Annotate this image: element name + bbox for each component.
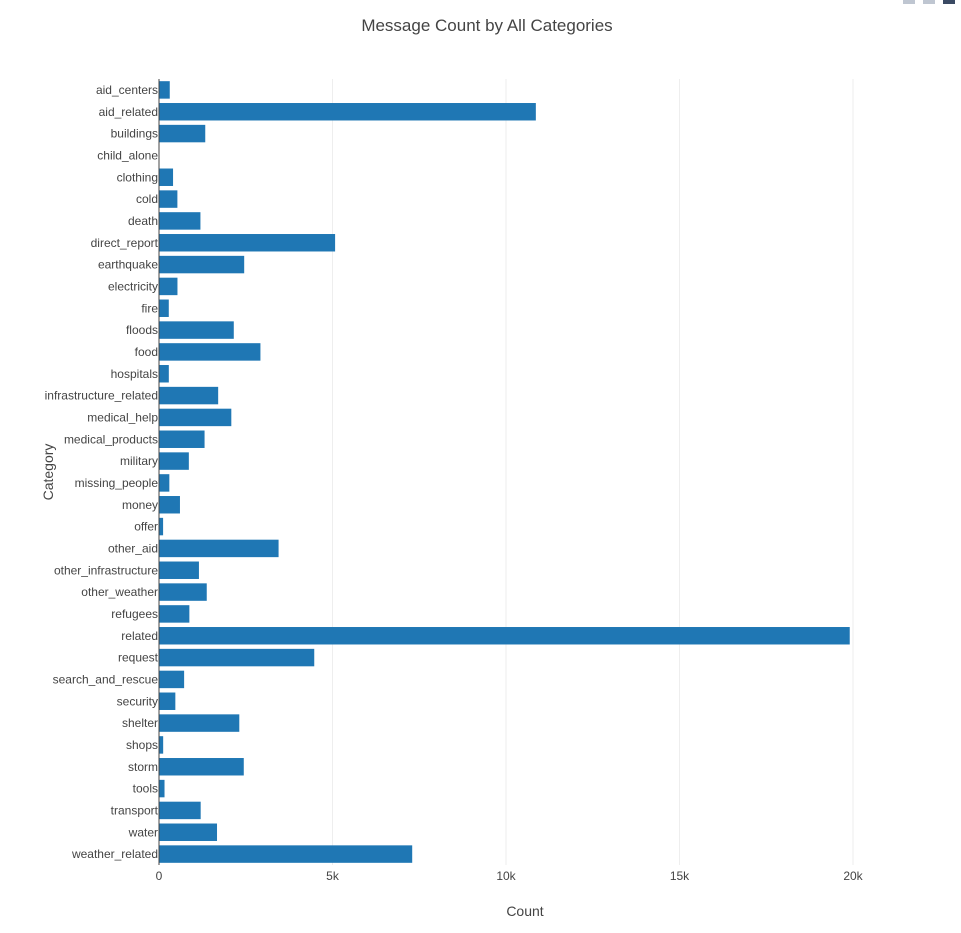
bar-related[interactable] <box>159 627 850 645</box>
x-tick-label: 10k <box>496 869 516 883</box>
x-tick-label: 5k <box>326 869 340 883</box>
bar-clothing[interactable] <box>159 168 174 186</box>
y-tick-label: aid_related <box>99 105 158 119</box>
y-tick-label: floods <box>126 323 158 337</box>
bar-electricity[interactable] <box>159 277 178 296</box>
bar-military[interactable] <box>159 452 189 470</box>
bar-cold[interactable] <box>159 190 178 208</box>
bar-aid-related[interactable] <box>159 103 536 121</box>
y-tick-label: request <box>118 651 159 665</box>
x-tick-labels: 0 5k 10k 15k 20k <box>156 869 864 883</box>
y-tick-label: direct_report <box>91 236 159 250</box>
y-tick-label: death <box>128 214 158 228</box>
bar-death[interactable] <box>159 212 201 230</box>
y-tick-label: weather_related <box>71 847 158 861</box>
x-tick-label: 15k <box>670 869 690 883</box>
bar-water[interactable] <box>159 823 218 841</box>
y-axis-title: Category <box>40 444 56 501</box>
y-tick-label: money <box>122 498 158 512</box>
y-tick-label: cold <box>136 192 158 206</box>
bar-floods[interactable] <box>159 321 234 339</box>
y-tick-label: other_infrastructure <box>54 563 158 577</box>
chart-title: Message Count by All Categories <box>361 16 612 35</box>
y-tick-label: hospitals <box>111 367 158 381</box>
y-tick-label: missing_people <box>75 476 159 490</box>
bar-other-weather[interactable] <box>159 583 207 601</box>
y-tick-label: related <box>121 629 158 643</box>
bar-offer[interactable] <box>159 517 164 536</box>
bar-security[interactable] <box>159 692 176 710</box>
bar-refugees[interactable] <box>159 605 190 623</box>
y-tick-label: offer <box>134 520 158 534</box>
x-axis-title: Count <box>506 903 543 919</box>
bar-storm[interactable] <box>159 758 244 776</box>
bars <box>159 81 850 863</box>
bar-weather-related[interactable] <box>159 845 413 863</box>
y-tick-label: earthquake <box>98 258 158 272</box>
bar-medical-help[interactable] <box>159 408 232 427</box>
plotly-logo-icon[interactable] <box>943 0 955 4</box>
bar-fire[interactable] <box>159 299 169 317</box>
y-tick-label: medical_help <box>87 410 158 424</box>
bar-other-infrastructure[interactable] <box>159 561 199 579</box>
y-tick-label: fire <box>141 301 158 315</box>
bar-shelter[interactable] <box>159 714 240 732</box>
bar-tools[interactable] <box>159 779 165 798</box>
bar-shops[interactable] <box>159 736 164 754</box>
bar-money[interactable] <box>159 496 180 514</box>
y-tick-label: search_and_rescue <box>53 672 159 686</box>
bar-medical-products[interactable] <box>159 430 205 448</box>
y-tick-label: transport <box>111 803 159 817</box>
y-tick-label: water <box>128 825 158 839</box>
bar-earthquake[interactable] <box>159 255 245 274</box>
y-tick-label: other_aid <box>108 541 158 555</box>
y-tick-label: security <box>117 694 158 708</box>
x-tick-label: 0 <box>156 869 163 883</box>
bar-aid-centers[interactable] <box>159 81 170 99</box>
y-tick-label: medical_products <box>64 432 158 446</box>
y-tick-label: tools <box>133 782 158 796</box>
bar-infrastructure-related[interactable] <box>159 386 219 405</box>
y-tick-label: electricity <box>108 279 158 293</box>
y-tick-label: shops <box>126 738 158 752</box>
gridlines <box>332 79 854 865</box>
bar-transport[interactable] <box>159 801 201 820</box>
bar-food[interactable] <box>159 343 261 361</box>
y-tick-label: clothing <box>117 170 158 184</box>
bar-hospitals[interactable] <box>159 365 169 383</box>
y-tick-label: military <box>120 454 158 468</box>
y-tick-label: other_weather <box>81 585 158 599</box>
bar-direct-report[interactable] <box>159 234 336 252</box>
zoom-icon[interactable] <box>903 0 915 4</box>
y-tick-label: aid_centers <box>96 83 158 97</box>
plot-modebar <box>903 0 955 4</box>
bar-search-and-rescue[interactable] <box>159 670 185 689</box>
y-tick-label: buildings <box>111 127 158 141</box>
y-tick-label: refugees <box>111 607 158 621</box>
y-tick-label: food <box>135 345 158 359</box>
y-tick-label: infrastructure_related <box>45 389 158 403</box>
bar-request[interactable] <box>159 648 315 667</box>
pan-icon[interactable] <box>923 0 935 4</box>
bar-missing-people[interactable] <box>159 474 170 492</box>
y-tick-label: child_alone <box>97 148 158 162</box>
y-tick-label: shelter <box>122 716 158 730</box>
x-tick-label: 20k <box>843 869 863 883</box>
y-tick-label: storm <box>128 760 158 774</box>
bar-other-aid[interactable] <box>159 539 279 558</box>
y-tick-labels: aid_centers aid_related buildings child_alo… <box>45 83 159 861</box>
bar-buildings[interactable] <box>159 124 206 143</box>
